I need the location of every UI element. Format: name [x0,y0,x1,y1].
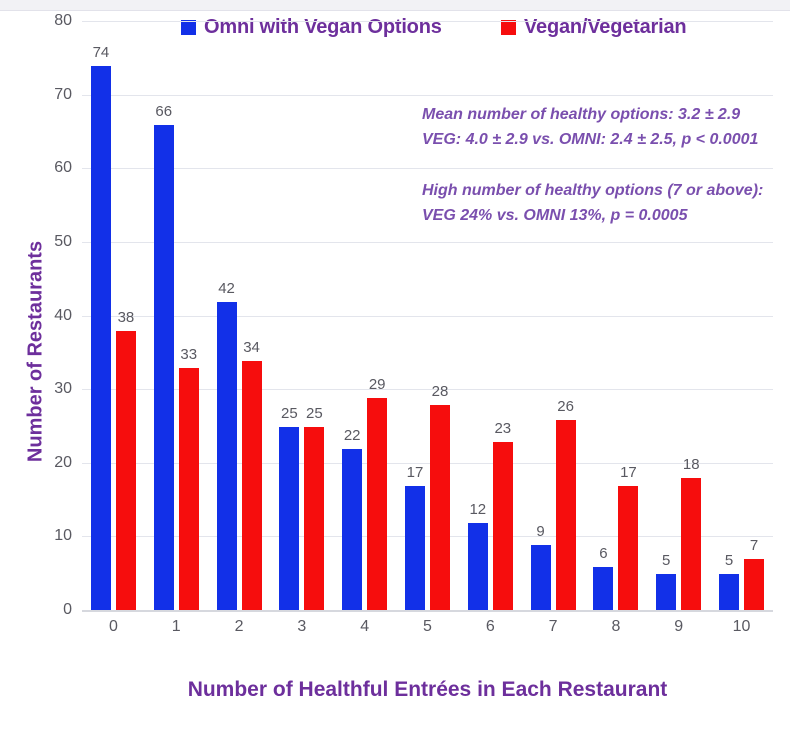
legend-swatch-omni-icon [181,20,196,35]
bar-group-7: 9 26 [522,22,585,611]
gridline-10 [82,536,773,538]
annotation-high-line1: High number of healthy options (7 or abo… [422,182,764,199]
y-tick-label-70: 70 [54,85,72,103]
gridline-50 [82,241,773,243]
bar-group-8: 6 17 [585,22,648,611]
annotation-mean-line2: VEG: 4.0 ± 2.9 vs. OMNI: 2.4 ± 2.5, p < … [422,131,759,148]
bar-value-label: 42 [218,279,235,297]
bar-group-2: 42 34 [208,22,271,611]
x-axis-title: Number of Healthful Entrées in Each Rest… [187,678,668,701]
bar-value-label: 34 [243,338,260,356]
bar-value-label: 25 [281,404,298,422]
y-tick-label-80: 80 [54,12,72,29]
y-tick-label-50: 50 [54,232,72,250]
bar-value-label: 66 [155,103,173,121]
bar-value-label: 28 [431,382,449,400]
bar-value-label: 22 [343,427,361,445]
x-axis-line [82,610,773,612]
y-tick-label-30: 30 [54,380,72,398]
x-tick-label-8: 8 [611,618,621,635]
bar-value-label: 29 [368,375,386,393]
gridline-80 [82,21,773,22]
x-tick-label-7: 7 [548,618,558,635]
bar-veg-cat8: 17 [618,464,639,611]
bar-value-label: 26 [557,397,574,415]
x-tick-label-3: 3 [297,618,307,635]
x-tick-label-4: 4 [360,618,370,635]
bar-veg-cat9: 18 [681,456,702,611]
bar-value-label: 6 [599,544,608,562]
bar-omni-cat1: 66 [153,103,174,611]
x-tick-label-5: 5 [423,618,432,635]
gridline-20 [82,462,773,464]
gridline-70 [82,94,773,96]
bar-omni-cat9: 5 [656,552,677,611]
bar-group-0: 74 38 [82,22,145,611]
bar-omni-cat8: 6 [593,545,614,611]
bar-group-6: 12 23 [459,22,522,611]
bar-group-5: 17 28 [396,22,459,611]
bar-group-1: 66 33 [145,22,208,611]
plot-area: 74 38 66 33 42 34 25 25 22 29 17 28 12 23 9 26 6 17 5 18 5 7 [82,21,773,612]
x-tick-label-6: 6 [485,618,495,635]
bar-omni-cat2: 42 [216,280,237,611]
bar-group-3: 25 25 [270,22,333,611]
gridline-30 [82,389,773,391]
bar-value-label: 5 [662,552,671,570]
y-tick-label-0: 0 [63,601,72,618]
bar-value-label: 25 [306,404,323,422]
x-tick-label-0: 0 [108,618,118,635]
bar-value-label: 74 [92,44,110,62]
y-tick-label-10: 10 [54,527,72,545]
bar-value-label: 18 [682,456,700,474]
bar-omni-cat10: 5 [719,552,740,611]
y-tick-label-60: 60 [54,159,72,177]
bar-value-label: 17 [406,463,424,481]
bar-omni-cat7: 9 [530,523,551,611]
gridline-40 [82,315,773,317]
x-tick-label-2: 2 [234,618,244,635]
bar-value-label: 7 [749,537,759,555]
x-axis-ticks: 0 1 2 3 4 5 6 7 8 9 10 [82,618,773,636]
bar-veg-cat10: 7 [744,537,765,611]
y-axis-title: Number of Restaurants [24,240,47,463]
figure-top-border [0,0,790,11]
bar-omni-cat6: 12 [467,501,488,611]
y-tick-label-20: 20 [54,453,72,471]
x-tick-label-9: 9 [674,618,684,635]
bar-veg-cat6: 23 [492,420,513,611]
bar-series-container: 74 38 66 33 42 34 25 25 22 29 17 28 12 23 9 26 6 17 5 18 5 7 [82,22,773,611]
bar-omni-cat4: 22 [342,427,363,611]
x-tick-label-10: 10 [732,618,751,635]
legend-swatch-veg-icon [501,20,516,35]
bar-group-4: 22 29 [333,22,396,611]
bar-veg-cat1: 33 [178,346,199,611]
bar-veg-cat5: 28 [429,383,450,611]
bar-value-label: 9 [536,522,545,540]
y-tick-label-40: 40 [54,306,72,324]
bar-veg-cat4: 29 [367,376,388,611]
gridline-60 [82,168,773,170]
bar-value-label: 33 [180,346,198,364]
bar-omni-cat0: 74 [90,44,111,611]
bar-omni-cat5: 17 [404,464,425,611]
bar-veg-cat0: 38 [115,309,136,611]
bar-veg-cat2: 34 [241,339,262,611]
annotation-high-line2: VEG 24% vs. OMNI 13%, p = 0.0005 [422,207,688,224]
bar-value-label: 23 [494,419,512,437]
x-tick-label-1: 1 [171,618,181,635]
annotation-mean-line1: Mean number of healthy options: 3.2 ± 2.… [422,106,741,123]
bar-group-9: 5 18 [647,22,710,611]
bar-value-label: 17 [620,463,637,481]
bar-veg-cat3: 25 [304,405,325,611]
stats-annotation: Mean number of healthy options: 3.2 ± 2.… [422,102,763,228]
bar-value-label: 5 [724,552,734,570]
bar-omni-cat3: 25 [279,405,300,611]
bar-veg-cat7: 26 [555,398,576,611]
bar-value-label: 38 [117,309,135,327]
bar-value-label: 12 [469,500,487,518]
